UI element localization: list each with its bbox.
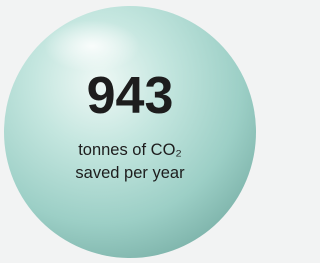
stat-label: saved per year (75, 164, 185, 182)
stat-label: tonnes of CO₂ (78, 141, 182, 159)
stat-graphic: 943 tonnes of CO₂ saved per year (0, 0, 260, 263)
sphere-highlight (44, 20, 140, 72)
stat-value: 943 (87, 67, 174, 125)
page: 943 tonnes of CO₂ saved per year (() => … (0, 0, 260, 263)
